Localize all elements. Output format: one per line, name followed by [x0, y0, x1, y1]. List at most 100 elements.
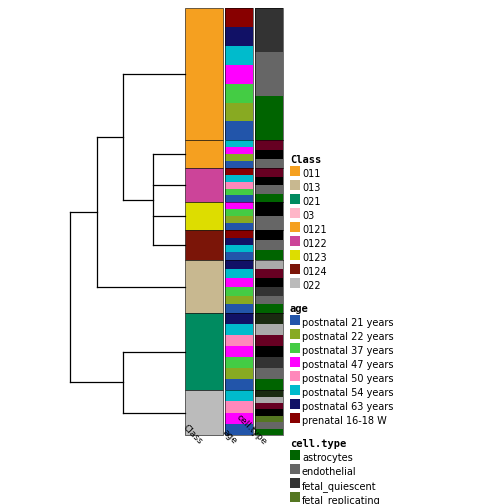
Bar — [290, 464, 300, 474]
Bar — [255, 260, 283, 269]
Bar — [225, 230, 253, 237]
Bar — [255, 168, 283, 202]
Bar — [255, 390, 283, 435]
Bar — [185, 390, 223, 435]
Bar — [255, 269, 283, 278]
Bar — [255, 409, 283, 416]
Text: endothelial: endothelial — [302, 467, 357, 477]
Bar — [255, 8, 283, 141]
Bar — [225, 253, 253, 260]
Bar — [290, 413, 300, 423]
Bar — [290, 315, 300, 325]
Bar — [225, 209, 253, 216]
Bar — [225, 202, 253, 209]
Text: fetal_replicating: fetal_replicating — [302, 495, 381, 504]
Bar — [225, 245, 253, 253]
Bar — [255, 177, 283, 185]
Bar — [225, 202, 253, 230]
Bar — [225, 154, 253, 161]
Bar — [225, 8, 253, 141]
Bar — [290, 399, 300, 409]
Bar — [225, 368, 253, 379]
Bar — [290, 385, 300, 395]
Bar — [225, 46, 253, 65]
Bar — [255, 230, 283, 240]
Bar — [225, 335, 253, 346]
Bar — [290, 329, 300, 339]
Text: 022: 022 — [302, 281, 321, 291]
Bar — [290, 264, 300, 274]
Bar — [225, 390, 253, 401]
Bar — [185, 141, 223, 168]
Bar — [225, 401, 253, 413]
Bar — [225, 161, 253, 168]
Bar — [255, 397, 283, 403]
Bar — [255, 141, 283, 168]
Text: postnatal 63 years: postnatal 63 years — [302, 402, 394, 412]
Bar — [185, 313, 223, 390]
Bar — [225, 141, 253, 168]
Bar — [185, 8, 223, 141]
Bar — [290, 343, 300, 353]
Bar — [255, 159, 283, 168]
Bar — [255, 313, 283, 324]
Bar — [255, 150, 283, 159]
Bar — [255, 324, 283, 335]
Bar — [255, 260, 283, 313]
Text: cell.type: cell.type — [290, 439, 346, 449]
Bar — [225, 196, 253, 202]
Bar — [255, 8, 283, 52]
Bar — [290, 492, 300, 502]
Bar — [225, 413, 253, 424]
Bar — [225, 168, 253, 202]
Bar — [255, 335, 283, 346]
Bar — [225, 102, 253, 121]
Bar — [255, 194, 283, 202]
Bar — [290, 357, 300, 367]
Text: 0124: 0124 — [302, 267, 327, 277]
Bar — [255, 278, 283, 287]
Bar — [225, 175, 253, 182]
Bar — [185, 168, 223, 202]
Bar — [225, 278, 253, 287]
Bar — [255, 287, 283, 295]
Bar — [225, 295, 253, 304]
Text: postnatal 21 years: postnatal 21 years — [302, 318, 394, 328]
Bar — [225, 287, 253, 295]
Bar — [290, 278, 300, 288]
Bar — [225, 313, 253, 390]
Bar — [255, 52, 283, 96]
Bar — [255, 202, 283, 216]
Bar — [225, 260, 253, 269]
Bar — [225, 324, 253, 335]
Text: 0122: 0122 — [302, 239, 327, 249]
Text: postnatal 22 years: postnatal 22 years — [302, 332, 394, 342]
Bar — [255, 216, 283, 230]
Bar — [255, 168, 283, 177]
Bar — [255, 202, 283, 230]
Bar — [225, 147, 253, 154]
Bar — [255, 230, 283, 260]
Text: fetal_quiescent: fetal_quiescent — [302, 481, 376, 492]
Bar — [225, 379, 253, 390]
Bar — [255, 313, 283, 390]
Bar — [255, 346, 283, 357]
Bar — [225, 168, 253, 175]
Bar — [225, 188, 253, 196]
Bar — [225, 357, 253, 368]
Bar — [255, 250, 283, 260]
Bar — [185, 260, 223, 313]
Bar — [290, 222, 300, 232]
Bar — [225, 313, 253, 324]
Bar — [255, 185, 283, 194]
Bar — [225, 141, 253, 147]
Bar — [290, 194, 300, 204]
Bar — [185, 202, 223, 230]
Text: Class: Class — [290, 155, 321, 165]
Text: age: age — [221, 428, 239, 447]
Text: 013: 013 — [302, 183, 321, 193]
Text: 0121: 0121 — [302, 225, 327, 235]
Bar — [185, 230, 223, 260]
Bar — [290, 250, 300, 260]
Text: postnatal 50 years: postnatal 50 years — [302, 374, 394, 384]
